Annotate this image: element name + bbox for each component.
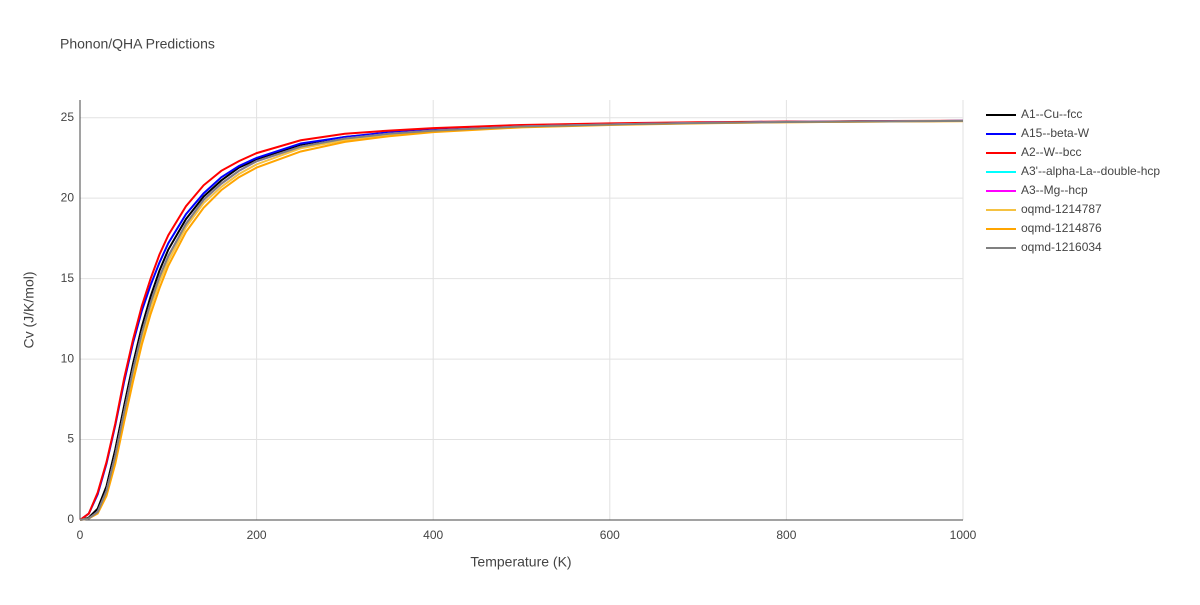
y-tick-label: 20: [61, 190, 75, 204]
x-tick-label: 1000: [950, 528, 977, 542]
legend-label: oqmd-1214876: [1021, 221, 1102, 235]
legend-label: A15--beta-W: [1021, 126, 1090, 140]
legend-label: A3'--alpha-La--double-hcp: [1021, 164, 1160, 178]
series-line: [79, 119, 964, 521]
legend-label: A2--W--bcc: [1021, 145, 1081, 159]
y-axis-title: Cv (J/K/mol): [21, 272, 37, 349]
x-axis-title: Temperature (K): [470, 554, 571, 570]
y-tick-label: 0: [67, 512, 74, 526]
x-tick-label: 0: [77, 528, 84, 542]
legend-label: A1--Cu--fcc: [1021, 107, 1082, 121]
series-line: [79, 120, 964, 521]
y-tick-label: 10: [61, 351, 75, 365]
y-tick-label: 25: [61, 110, 75, 124]
legend-label: oqmd-1214787: [1021, 202, 1102, 216]
series-line: [79, 119, 964, 521]
series-line: [79, 120, 964, 521]
series-line: [79, 119, 964, 521]
x-tick-label: 600: [600, 528, 620, 542]
x-tick-label: 800: [776, 528, 796, 542]
series-line: [79, 119, 964, 521]
series-line: [79, 119, 964, 521]
chart-title: Phonon/QHA Predictions: [60, 36, 215, 52]
x-tick-label: 400: [423, 528, 443, 542]
legend-label: oqmd-1216034: [1021, 240, 1102, 254]
x-tick-label: 200: [247, 528, 267, 542]
legend-label: A3--Mg--hcp: [1021, 183, 1088, 197]
y-tick-label: 15: [61, 271, 75, 285]
series-line: [79, 119, 964, 521]
y-tick-label: 5: [67, 432, 74, 446]
